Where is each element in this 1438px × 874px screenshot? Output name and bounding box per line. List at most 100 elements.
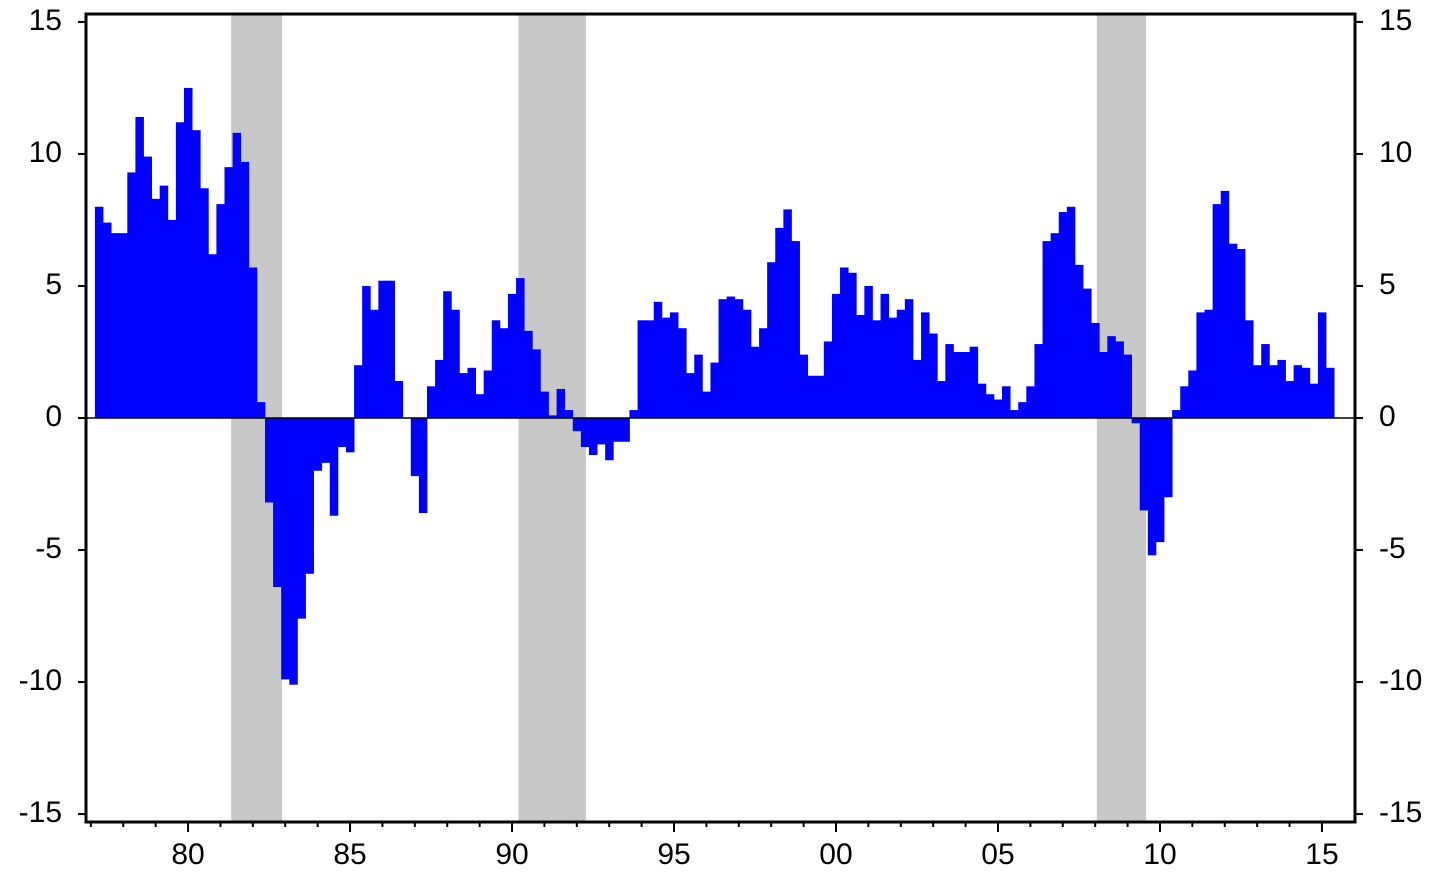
bar <box>1107 336 1116 418</box>
bar <box>127 172 136 418</box>
bar <box>1010 410 1019 418</box>
bar <box>426 386 436 418</box>
bar <box>354 365 363 418</box>
bar <box>759 328 768 418</box>
bar <box>184 87 193 419</box>
bar <box>386 280 395 418</box>
bar <box>1326 367 1335 418</box>
bar <box>224 167 233 418</box>
bar <box>661 317 671 418</box>
bar <box>394 381 404 418</box>
bar <box>807 375 817 418</box>
y2-tick-label: 15 <box>1379 4 1412 37</box>
bar <box>1091 322 1100 418</box>
bar <box>313 418 323 471</box>
bar <box>337 418 347 448</box>
bar <box>1123 354 1133 418</box>
bar <box>588 418 598 455</box>
bar <box>208 254 217 418</box>
bar <box>880 293 890 418</box>
bar <box>175 122 185 418</box>
bar <box>710 362 719 418</box>
bar <box>969 346 979 418</box>
bar <box>645 320 655 418</box>
bar <box>499 328 509 418</box>
bar <box>1236 249 1246 418</box>
y2-tick-label: 5 <box>1379 268 1396 301</box>
bar <box>1269 365 1278 418</box>
bar <box>694 354 703 418</box>
bar <box>1099 351 1108 418</box>
bar <box>159 185 169 418</box>
bar <box>192 130 201 418</box>
x-tick-label: 90 <box>495 838 528 871</box>
bar <box>1131 418 1141 424</box>
x-tick-label: 10 <box>1143 838 1176 871</box>
bar <box>103 222 112 418</box>
y-tick-label: -5 <box>35 532 62 565</box>
bar <box>653 301 663 418</box>
y-tick-label: -15 <box>19 796 62 829</box>
y-tick-label: 0 <box>45 400 62 433</box>
bar <box>888 317 898 418</box>
bar <box>451 309 460 418</box>
x-tick-label: 85 <box>333 838 366 871</box>
bar <box>1220 190 1230 418</box>
bar <box>475 394 485 418</box>
bar <box>483 370 493 418</box>
bar <box>418 418 428 514</box>
bar <box>1261 344 1270 418</box>
bar <box>1066 206 1076 418</box>
y2-tick-label: -15 <box>1379 796 1422 829</box>
bar <box>516 278 525 418</box>
bar <box>119 233 128 418</box>
x-tick-label: 95 <box>657 838 690 871</box>
bar <box>1293 365 1303 418</box>
bar <box>767 262 776 418</box>
bar <box>1147 418 1157 556</box>
bar <box>1277 359 1286 418</box>
bar <box>1018 402 1027 418</box>
bar <box>1188 370 1197 418</box>
bar <box>637 320 647 418</box>
bar <box>548 415 557 418</box>
bar <box>937 381 946 418</box>
bar <box>256 402 266 418</box>
bar <box>200 188 209 418</box>
bar <box>524 330 533 418</box>
bar <box>1212 204 1222 418</box>
bar <box>1285 381 1295 418</box>
bar <box>572 418 582 432</box>
bar <box>1026 386 1035 418</box>
bar <box>556 388 566 418</box>
bar <box>1074 264 1084 418</box>
bar <box>597 418 606 445</box>
bar <box>362 285 371 418</box>
bar <box>1034 344 1043 418</box>
bar <box>823 341 833 418</box>
bar <box>1172 410 1181 418</box>
bar <box>734 299 744 418</box>
bar <box>564 410 574 418</box>
bar <box>961 351 971 418</box>
y2-tick-label: -10 <box>1379 664 1422 697</box>
bar <box>540 391 549 418</box>
bar <box>1115 341 1124 418</box>
bar <box>1139 418 1149 511</box>
y-tick-label: -10 <box>19 664 62 697</box>
bar <box>378 280 387 418</box>
bar <box>1042 241 1052 418</box>
bar <box>864 285 873 418</box>
bar <box>726 296 736 418</box>
bar <box>872 320 881 418</box>
bar <box>1050 233 1060 418</box>
bar <box>1196 312 1205 418</box>
bar <box>1245 320 1254 418</box>
y2-tick-label: 10 <box>1379 136 1412 169</box>
bar <box>1180 386 1189 418</box>
bar <box>686 373 695 418</box>
bar <box>370 309 379 418</box>
y2-tick-label: -5 <box>1379 532 1406 565</box>
bar <box>912 359 922 418</box>
bar <box>1228 243 1238 418</box>
